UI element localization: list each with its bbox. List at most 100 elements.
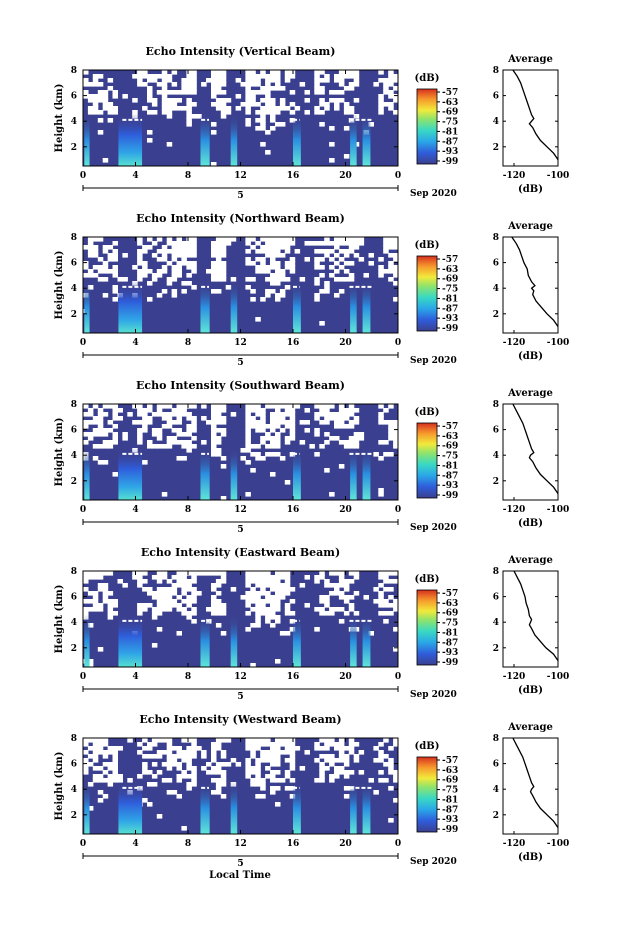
no-data-cell (324, 611, 330, 616)
no-data-cell (235, 94, 242, 99)
no-data-cell (275, 82, 281, 87)
no-data-cell (97, 444, 104, 449)
no-data-cell (275, 786, 281, 791)
no-data-cell (250, 746, 256, 751)
no-data-cell (92, 416, 99, 421)
y-tick-label: 6 (71, 760, 77, 770)
no-data-cell (289, 261, 296, 266)
colorbar-tick-label: -63 (442, 265, 458, 275)
no-data-cell (215, 261, 222, 266)
no-data-cell (314, 758, 320, 763)
no-data-cell (181, 583, 187, 588)
no-data-cell (284, 750, 291, 755)
no-data-cell (102, 245, 109, 250)
no-data-cell (137, 237, 143, 242)
no-data-cell (171, 253, 178, 258)
no-data-cell (275, 770, 281, 775)
no-data-cell (348, 273, 355, 278)
no-data-cell (83, 758, 89, 763)
no-data-cell (338, 249, 345, 254)
no-data-cell (211, 440, 217, 445)
no-data-cell (353, 575, 360, 580)
no-data-cell (211, 790, 217, 795)
no-data-cell (314, 412, 320, 417)
no-data-cell (284, 237, 291, 242)
no-data-cell (245, 603, 251, 608)
colorbar-tick-label: -81 (442, 461, 458, 471)
panel-1: Echo Intensity (Vertical Beam)2468Height… (54, 45, 569, 201)
no-data-cell (378, 599, 384, 604)
no-data-cell (260, 758, 266, 763)
no-data-cell (137, 249, 143, 254)
no-data-cell (151, 615, 158, 620)
no-data-cell (181, 444, 187, 449)
no-data-cell (156, 750, 163, 755)
no-data-cell (388, 595, 394, 600)
no-data-cell (102, 428, 109, 433)
no-data-cell (334, 436, 340, 441)
no-data-cell (289, 118, 296, 123)
no-data-cell (383, 599, 389, 604)
no-data-cell (186, 70, 192, 75)
no-data-cell (338, 265, 345, 270)
no-data-cell (304, 575, 310, 580)
no-data-cell (245, 106, 251, 111)
no-data-cell (245, 78, 251, 83)
no-data-cell (393, 647, 399, 652)
no-data-cell (112, 424, 118, 429)
no-data-cell (92, 599, 99, 604)
no-data-cell (338, 738, 345, 743)
no-data-cell (255, 738, 261, 743)
no-data-cell (151, 241, 158, 246)
no-data-cell (388, 237, 394, 242)
no-data-cell (137, 436, 143, 441)
no-data-cell (156, 237, 163, 242)
no-data-cell (343, 754, 350, 759)
no-data-cell (156, 269, 163, 274)
no-data-cell (215, 579, 222, 584)
no-data-cell (97, 94, 104, 99)
x-tick-label: 16 (287, 505, 300, 515)
no-data-cell (176, 746, 182, 751)
no-data-cell (127, 738, 133, 743)
intensity-plume (362, 447, 371, 500)
no-data-cell (270, 74, 276, 79)
colorbar-tick-label: -99 (442, 157, 458, 167)
no-data-cell (92, 265, 99, 270)
no-data-cell (368, 122, 374, 127)
no-data-cell (393, 579, 399, 584)
x-tick-label: 12 (234, 672, 247, 682)
no-data-cell (338, 237, 345, 242)
no-data-cell (343, 249, 350, 254)
no-data-cell (265, 106, 271, 111)
no-data-cell (166, 436, 173, 441)
no-data-cell (363, 595, 369, 600)
no-data-cell (186, 762, 192, 767)
no-data-cell (260, 603, 266, 608)
no-data-cell (393, 738, 399, 743)
no-data-cell (161, 416, 168, 421)
no-data-cell (142, 460, 148, 465)
no-data-cell (388, 818, 394, 823)
no-data-cell (245, 424, 251, 429)
no-data-cell (319, 86, 325, 91)
no-data-cell (142, 798, 148, 803)
no-data-cell (112, 416, 118, 421)
no-data-cell (378, 575, 384, 580)
no-data-cell (137, 269, 143, 274)
colorbar-tick-label: -69 (442, 108, 458, 118)
x-tick-label: 0 (395, 839, 401, 849)
no-data-cell (329, 249, 335, 254)
average-x-tick-label: -120 (503, 672, 526, 682)
no-data-cell (378, 110, 384, 115)
average-title: Average (507, 722, 553, 733)
no-data-cell (275, 412, 281, 417)
no-data-cell (289, 746, 296, 751)
no-data-cell (393, 440, 399, 445)
no-data-cell (176, 778, 182, 783)
no-data-cell (353, 245, 360, 250)
no-data-cell (171, 265, 178, 270)
no-data-cell (334, 78, 340, 83)
no-data-cell (289, 74, 296, 79)
